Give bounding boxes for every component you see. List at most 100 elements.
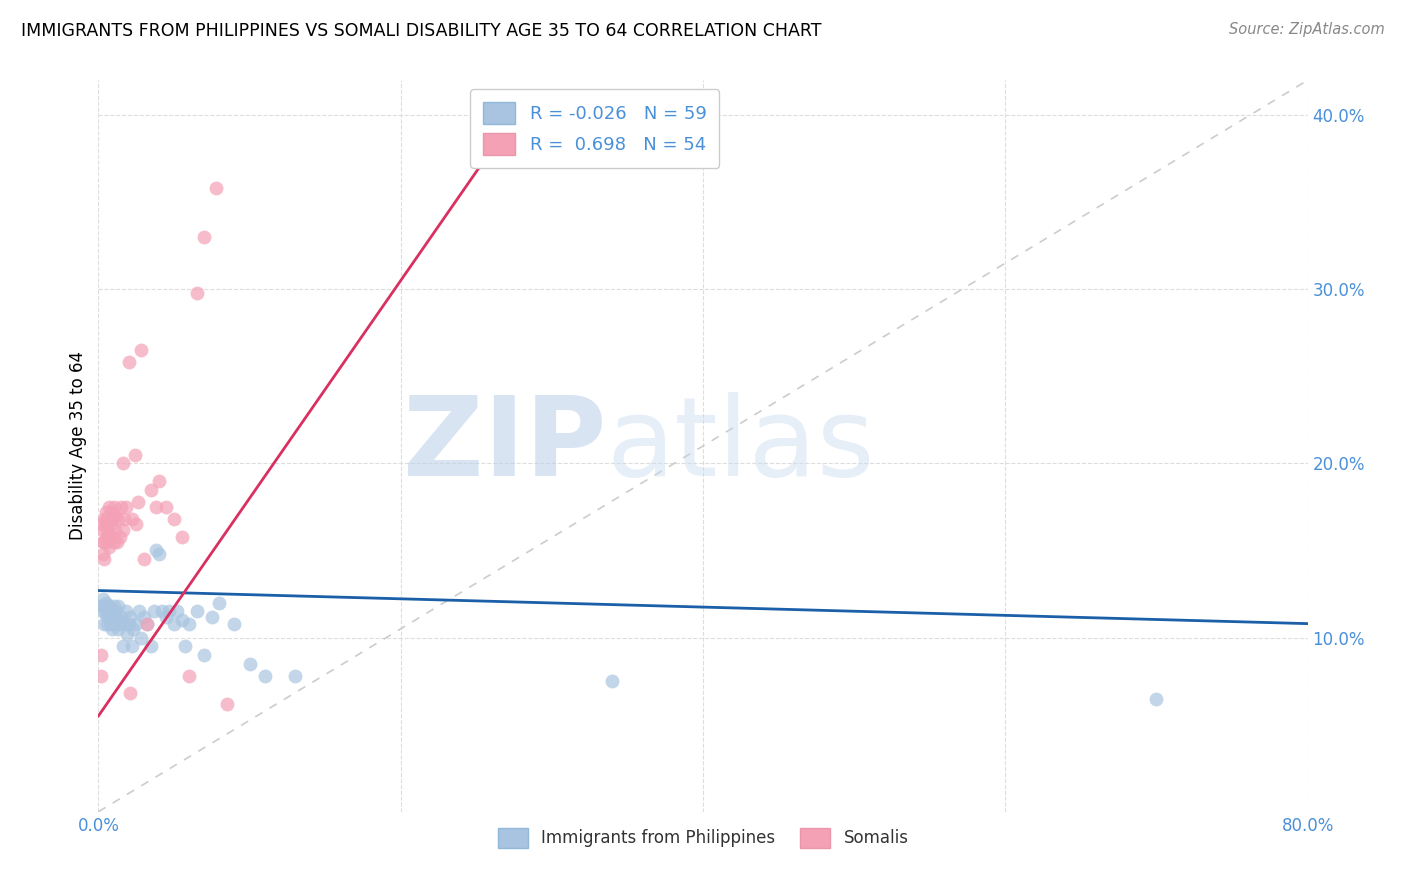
Point: [121, 640, 143, 654]
Point: [103, 609, 125, 624]
Point: [155, 500, 177, 514]
Point: [208, 596, 231, 610]
Point: [105, 534, 128, 549]
Point: [100, 604, 122, 618]
Point: [96, 512, 118, 526]
Point: [186, 604, 208, 618]
Text: atlas: atlas: [606, 392, 875, 500]
Point: [100, 517, 122, 532]
Point: [91, 547, 114, 561]
Point: [143, 604, 166, 618]
Point: [108, 530, 131, 544]
Point: [145, 500, 167, 514]
Point: [179, 669, 201, 683]
Point: [90, 648, 112, 662]
Point: [104, 604, 127, 618]
Point: [124, 448, 146, 462]
Point: [98, 609, 121, 624]
Point: [90, 669, 112, 683]
Point: [150, 604, 173, 618]
Point: [135, 616, 157, 631]
Point: [125, 517, 148, 532]
Point: [110, 609, 132, 624]
Legend: Immigrants from Philippines, Somalis: Immigrants from Philippines, Somalis: [491, 821, 915, 855]
Point: [205, 181, 228, 195]
Point: [91, 523, 114, 537]
Point: [179, 616, 201, 631]
Point: [173, 640, 195, 654]
Point: [100, 616, 122, 631]
Point: [94, 607, 117, 622]
Point: [96, 616, 118, 631]
Point: [118, 616, 141, 631]
Point: [170, 530, 193, 544]
Point: [100, 530, 122, 544]
Point: [105, 613, 128, 627]
Point: [145, 543, 167, 558]
Point: [112, 512, 135, 526]
Point: [93, 599, 115, 614]
Point: [135, 616, 157, 631]
Point: [111, 457, 134, 471]
Point: [98, 540, 121, 554]
Point: [166, 604, 188, 618]
Point: [94, 505, 117, 519]
Point: [93, 512, 115, 526]
Point: [104, 508, 127, 523]
Point: [114, 604, 136, 618]
Point: [91, 604, 114, 618]
Point: [193, 230, 215, 244]
Point: [129, 631, 152, 645]
Point: [122, 622, 145, 636]
Point: [107, 599, 129, 614]
Point: [111, 523, 134, 537]
Point: [111, 640, 134, 654]
Point: [114, 500, 136, 514]
Point: [103, 534, 125, 549]
Point: [94, 596, 117, 610]
Point: [104, 523, 127, 537]
Point: [101, 613, 124, 627]
Point: [107, 512, 129, 526]
Point: [284, 669, 307, 683]
Point: [101, 512, 124, 526]
Point: [215, 697, 238, 711]
Y-axis label: Disability Age 35 to 64: Disability Age 35 to 64: [69, 351, 87, 541]
Point: [94, 517, 117, 532]
Point: [96, 523, 118, 537]
Point: [186, 285, 208, 300]
Point: [127, 494, 149, 508]
Point: [121, 512, 143, 526]
Point: [115, 627, 138, 641]
Text: IMMIGRANTS FROM PHILIPPINES VS SOMALI DISABILITY AGE 35 TO 64 CORRELATION CHART: IMMIGRANTS FROM PHILIPPINES VS SOMALI DI…: [21, 22, 821, 40]
Point: [201, 609, 224, 624]
Point: [90, 599, 112, 614]
Point: [159, 604, 181, 618]
Point: [1144, 691, 1167, 706]
Point: [602, 674, 624, 689]
Point: [224, 616, 246, 631]
Point: [132, 552, 155, 566]
Point: [98, 500, 121, 514]
Point: [239, 657, 262, 671]
Point: [107, 622, 129, 636]
Point: [132, 609, 155, 624]
Point: [141, 640, 163, 654]
Point: [170, 613, 193, 627]
Point: [108, 616, 131, 631]
Point: [110, 500, 132, 514]
Point: [129, 343, 152, 358]
Point: [118, 355, 141, 369]
Point: [98, 599, 121, 614]
Point: [101, 505, 124, 519]
Point: [193, 648, 215, 662]
Point: [89, 517, 111, 532]
Text: ZIP: ZIP: [404, 392, 606, 500]
Point: [125, 616, 148, 631]
Point: [163, 616, 186, 631]
Point: [104, 616, 127, 631]
Text: Source: ZipAtlas.com: Source: ZipAtlas.com: [1229, 22, 1385, 37]
Point: [112, 616, 135, 631]
Point: [103, 500, 125, 514]
Point: [93, 534, 115, 549]
